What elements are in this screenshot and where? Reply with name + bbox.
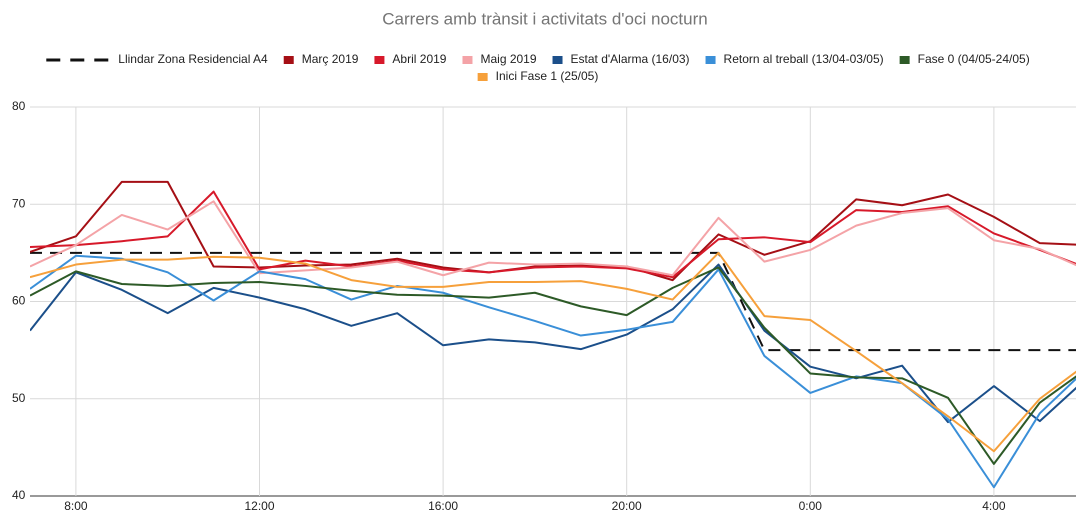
legend-swatch [552, 56, 563, 64]
legend-swatch [374, 56, 385, 64]
legend-item: Fase 0 (04/05-24/05) [899, 52, 1030, 66]
legend-label: Llindar Zona Residencial A4 [118, 52, 268, 66]
legend-swatch [477, 73, 488, 81]
series-line [30, 263, 1076, 424]
legend-swatch [283, 56, 294, 64]
x-tick-label: 8:00 [64, 499, 88, 513]
legend-item: Abril 2019 [374, 52, 447, 66]
legend-label: Retorn al treball (13/04-03/05) [724, 52, 884, 66]
legend-label: Fase 0 (04/05-24/05) [918, 52, 1030, 66]
y-tick-label: 80 [12, 99, 26, 113]
legend-label: Maig 2019 [480, 52, 536, 66]
x-tick-label: 4:00 [982, 499, 1006, 513]
legend-item: Inici Fase 1 (25/05) [477, 69, 599, 83]
x-tick-label: 16:00 [428, 499, 458, 513]
y-tick-label: 60 [12, 294, 26, 308]
y-tick-label: 50 [12, 391, 26, 405]
legend-swatch [705, 56, 716, 64]
x-tick-label: 12:00 [244, 499, 274, 513]
legend-item: Maig 2019 [462, 52, 537, 66]
y-tick-label: 70 [12, 196, 26, 210]
legend-item: Març 2019 [283, 52, 359, 66]
legend-swatch [462, 56, 473, 64]
legend-label: Abril 2019 [392, 52, 446, 66]
x-tick-label: 0:00 [799, 499, 823, 513]
x-tick-label: 20:00 [612, 499, 642, 513]
legend-label: Estat d'Alarma (16/03) [571, 52, 690, 66]
series-line [30, 254, 1076, 489]
legend-item: Retorn al treball (13/04-03/05) [705, 52, 884, 66]
series-line [30, 251, 1076, 352]
legend-label: Març 2019 [302, 52, 359, 66]
series-line [30, 251, 1076, 453]
legend-item: Llindar Zona Residencial A4 [46, 52, 268, 66]
legend-label: Inici Fase 1 (25/05) [496, 69, 599, 83]
series-line [30, 180, 1076, 282]
chart-title: Carrers amb trànsit i activitats d'oci n… [382, 9, 707, 28]
y-tick-label: 40 [12, 488, 26, 502]
series-line [30, 200, 1076, 277]
legend-swatch [899, 56, 910, 64]
plot-area [30, 180, 1076, 489]
series-line [30, 266, 1076, 465]
grid: 40 50 60 70 80 8:00 12:00 16:00 20:00 0:00 4:00 [12, 99, 1076, 513]
series-line [30, 190, 1076, 279]
legend-item: Estat d'Alarma (16/03) [552, 52, 690, 66]
legend: Llindar Zona Residencial A4 Març 2019 Abri… [46, 52, 1030, 83]
